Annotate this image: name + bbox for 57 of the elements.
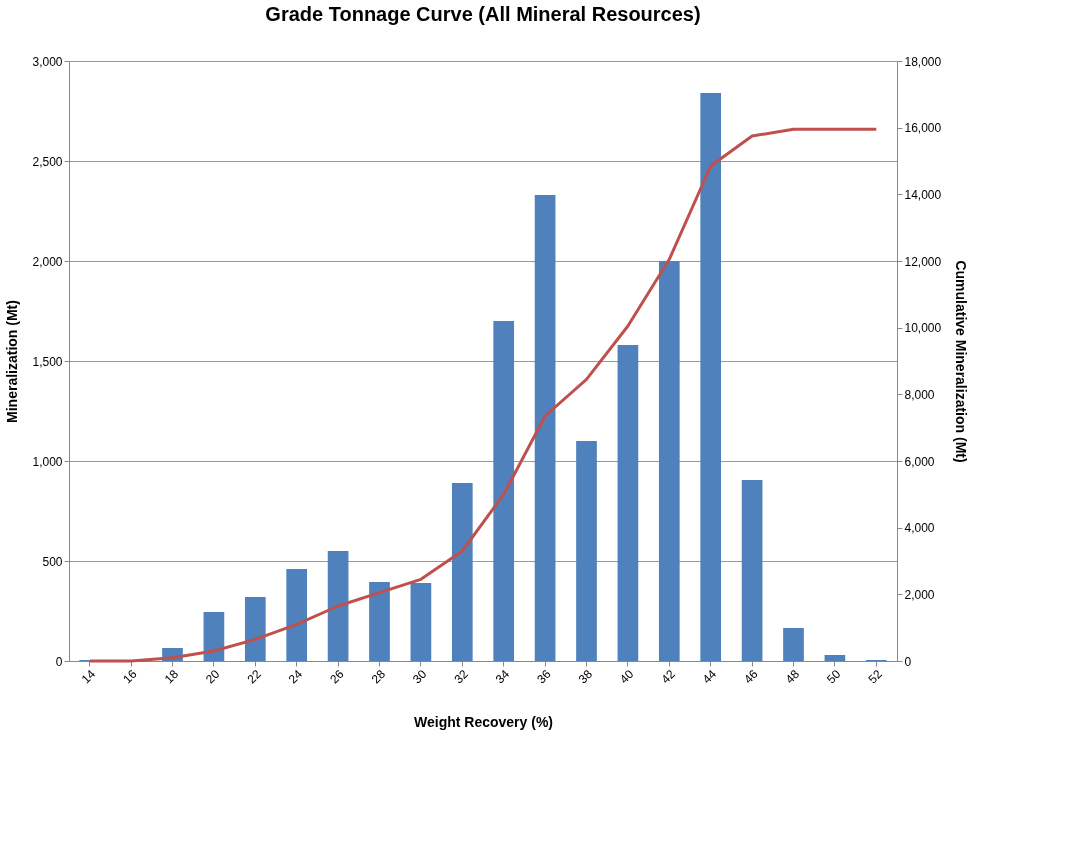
chart-title: Grade Tonnage Curve (All Mineral Resources) [265,3,701,25]
bar [576,441,597,661]
x-tick-label: 18 [161,666,182,687]
x-tick-label: 38 [575,666,596,687]
y-tick-label: 0 [55,654,63,669]
x-tick-label: 16 [120,666,140,687]
x-tick-label: 46 [741,666,761,687]
bar [617,345,639,661]
x-tick-label: 44 [699,666,720,687]
y2-tick-label: 10,000 [904,321,942,336]
y2-tick-label: 12,000 [904,254,942,269]
y2-tick-label: 14,000 [904,187,942,202]
x-tick-label: 40 [617,666,637,687]
y2-tick-label: 6,000 [904,454,935,469]
x-tick-label: 36 [534,666,554,687]
x-tick-label: 14 [78,666,99,687]
bar [203,612,225,661]
x-tick-label: 26 [327,666,347,687]
bar [741,480,763,661]
y2-tick-label: 18,000 [904,54,942,69]
y-tick-label: 3,000 [32,54,63,69]
y2-axis-title: Cumulative Mineralization (Mt) [953,260,970,463]
x-tick-label: 24 [285,666,306,687]
y-axis-title: Mineralization (Mt) [4,300,21,423]
y2-tick-label: 8,000 [904,387,935,402]
bar [700,93,722,661]
bar [410,583,432,661]
x-tick-label: 20 [203,666,223,687]
bar [534,195,556,661]
y-tick-label: 1,500 [32,354,63,369]
bar [451,483,473,661]
y2-tick-label: 2,000 [904,587,935,602]
bar [369,582,390,661]
y2-tick-label: 0 [904,654,912,669]
y-tick-label: 2,000 [32,254,63,269]
bar [658,261,680,661]
x-tick-label: 50 [824,666,844,687]
x-tick-label: 42 [658,666,679,687]
y2-tick-label: 4,000 [904,521,935,536]
bar [286,569,308,661]
bar [783,628,804,661]
x-axis-title: Weight Recovery (%) [414,713,553,730]
y2-tick-label: 16,000 [904,121,942,136]
x-tick-label: 48 [782,666,803,687]
y-tick-label: 1,000 [32,454,63,469]
x-tick-label: 30 [410,666,430,687]
bar [244,597,266,661]
y-tick-label: 500 [42,554,63,569]
y-tick-label: 2,500 [32,154,63,169]
x-tick-label: 32 [451,666,472,687]
bar [327,551,349,661]
x-tick-label: 22 [244,666,265,687]
x-tick-label: 34 [492,666,513,687]
x-tick-label: 28 [368,666,389,687]
x-tick-label: 52 [865,666,886,687]
bar [824,655,846,661]
bar [493,321,515,661]
